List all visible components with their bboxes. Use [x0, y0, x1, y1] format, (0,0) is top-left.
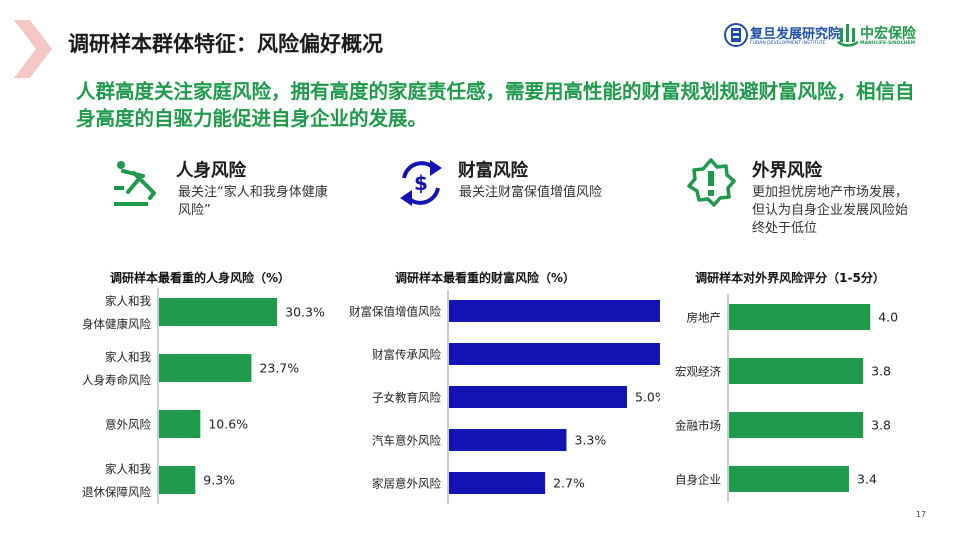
chart-bar: [449, 343, 660, 365]
chart-category-label: 人身寿命风险: [82, 373, 151, 387]
category-personal-risk: [110, 158, 160, 212]
headline: 人群高度关注家庭风险，拥有高度的家庭责任感，需要用高性能的财富规划规避财富风险，…: [76, 80, 915, 130]
chart-external-risk: 4.0 房地产 3.8 宏观经济 3.8 金融市场 3.4 自身企业: [675, 294, 898, 502]
manulife-logo-cn: 中宏保险: [860, 26, 916, 42]
chart-data-label: 3.8: [871, 418, 891, 433]
chart-bar: [729, 358, 864, 384]
warning-badge-icon: [687, 158, 736, 207]
decorative-chevron: [14, 20, 52, 78]
person-falling-icon: [114, 161, 156, 206]
chart-data-label: 3.8: [871, 364, 891, 379]
category-title-personal: 人身风险: [176, 161, 246, 181]
category-title-wealth: 财富风险: [458, 161, 528, 181]
category-title-external: 外界风险: [752, 161, 822, 181]
chart-category-label: 财富传承风险: [372, 348, 441, 362]
chart-bar: [449, 386, 627, 408]
category-desc-wealth: 最关注财富保值增值风险: [459, 185, 603, 200]
fudan-logo-cn: 复旦发展研究院: [750, 27, 842, 42]
chart-bar: [449, 300, 660, 322]
chart-category-label: 宏观经济: [675, 365, 721, 379]
chart-category-label: 金融市场: [675, 419, 721, 433]
chart-bar: [159, 298, 278, 326]
chart-data-label: 5.0%: [635, 390, 660, 405]
chart-category-label: 意外风险: [105, 418, 151, 432]
category-wealth-risk: $: [396, 158, 446, 212]
chart-bar: [729, 304, 871, 330]
chart-personal-risk: 30.3%家人和我身体健康风险23.7%家人和我人身寿命风险10.6%意外风险9…: [82, 288, 325, 504]
chart-data-label: 10.6%: [208, 417, 248, 432]
chart-bar: [159, 410, 201, 438]
chart-title-personal: 调研样本最看重的人身风险（%）: [109, 271, 291, 285]
chart-title-external: 调研样本对外界风险评分（1-5分）: [695, 271, 885, 285]
page-title: 调研样本群体特征：风险偏好概况: [68, 32, 383, 56]
chart-data-label: 3.4: [857, 472, 877, 487]
fudan-logo: 复旦发展研究院 FUDAN DEVELOPMENT INSTITUTE: [722, 20, 844, 50]
category-desc-personal: 最关注“家人和我身体健康风险”: [178, 185, 328, 218]
category-external-risk: [686, 158, 736, 212]
chart-data-label: 23.7%: [259, 361, 299, 376]
chart-category-label: 退休保障风险: [82, 485, 151, 499]
chart-bar: [729, 466, 850, 492]
manulife-logo: 中宏保险 MANULIFE-SINOCHEM: [836, 20, 932, 50]
chart-category-label: 身体健康风险: [82, 317, 151, 331]
chart-category-label: 家居意外风险: [372, 477, 441, 491]
chart-bar: [449, 472, 546, 494]
chart-category-label: 家人和我: [105, 350, 151, 364]
chart-bar: [159, 466, 196, 494]
chart-wealth-risk: 8.0%财富保值增值风险7.1%财富传承风险5.0%子女教育风险3.3%汽车意外…: [349, 290, 660, 504]
chart-data-label: 4.0: [878, 310, 898, 325]
chart-category-label: 房地产: [687, 311, 722, 325]
chart-data-label: 30.3%: [285, 305, 325, 320]
fudan-logo-en: FUDAN DEVELOPMENT INSTITUTE: [750, 41, 826, 46]
svg-text:$: $: [414, 171, 428, 195]
chart-bar: [729, 412, 864, 438]
chart-category-label: 财富保值增值风险: [349, 305, 441, 319]
chart-category-label: 汽车意外风险: [372, 434, 441, 448]
chart-bar: [449, 429, 567, 451]
chart-category-label: 自身企业: [675, 473, 721, 487]
chart-data-label: 9.3%: [203, 473, 235, 488]
chart-title-wealth: 调研样本最看重的财富风险（%）: [394, 271, 576, 285]
category-desc-external: 更加担忧房地产市场发展，但认为自身企业发展风险始终处于低位: [752, 185, 909, 236]
money-exchange-icon: $: [400, 160, 442, 206]
page-number: 17: [915, 510, 926, 519]
chart-data-label: 2.7%: [553, 476, 585, 491]
chart-category-label: 家人和我: [105, 294, 151, 308]
chart-data-label: 3.3%: [574, 433, 606, 448]
chart-bar: [159, 354, 252, 382]
manulife-logo-en: MANULIFE-SINOCHEM: [860, 41, 916, 46]
chart-category-label: 家人和我: [105, 462, 151, 476]
chart-category-label: 子女教育风险: [372, 391, 441, 405]
